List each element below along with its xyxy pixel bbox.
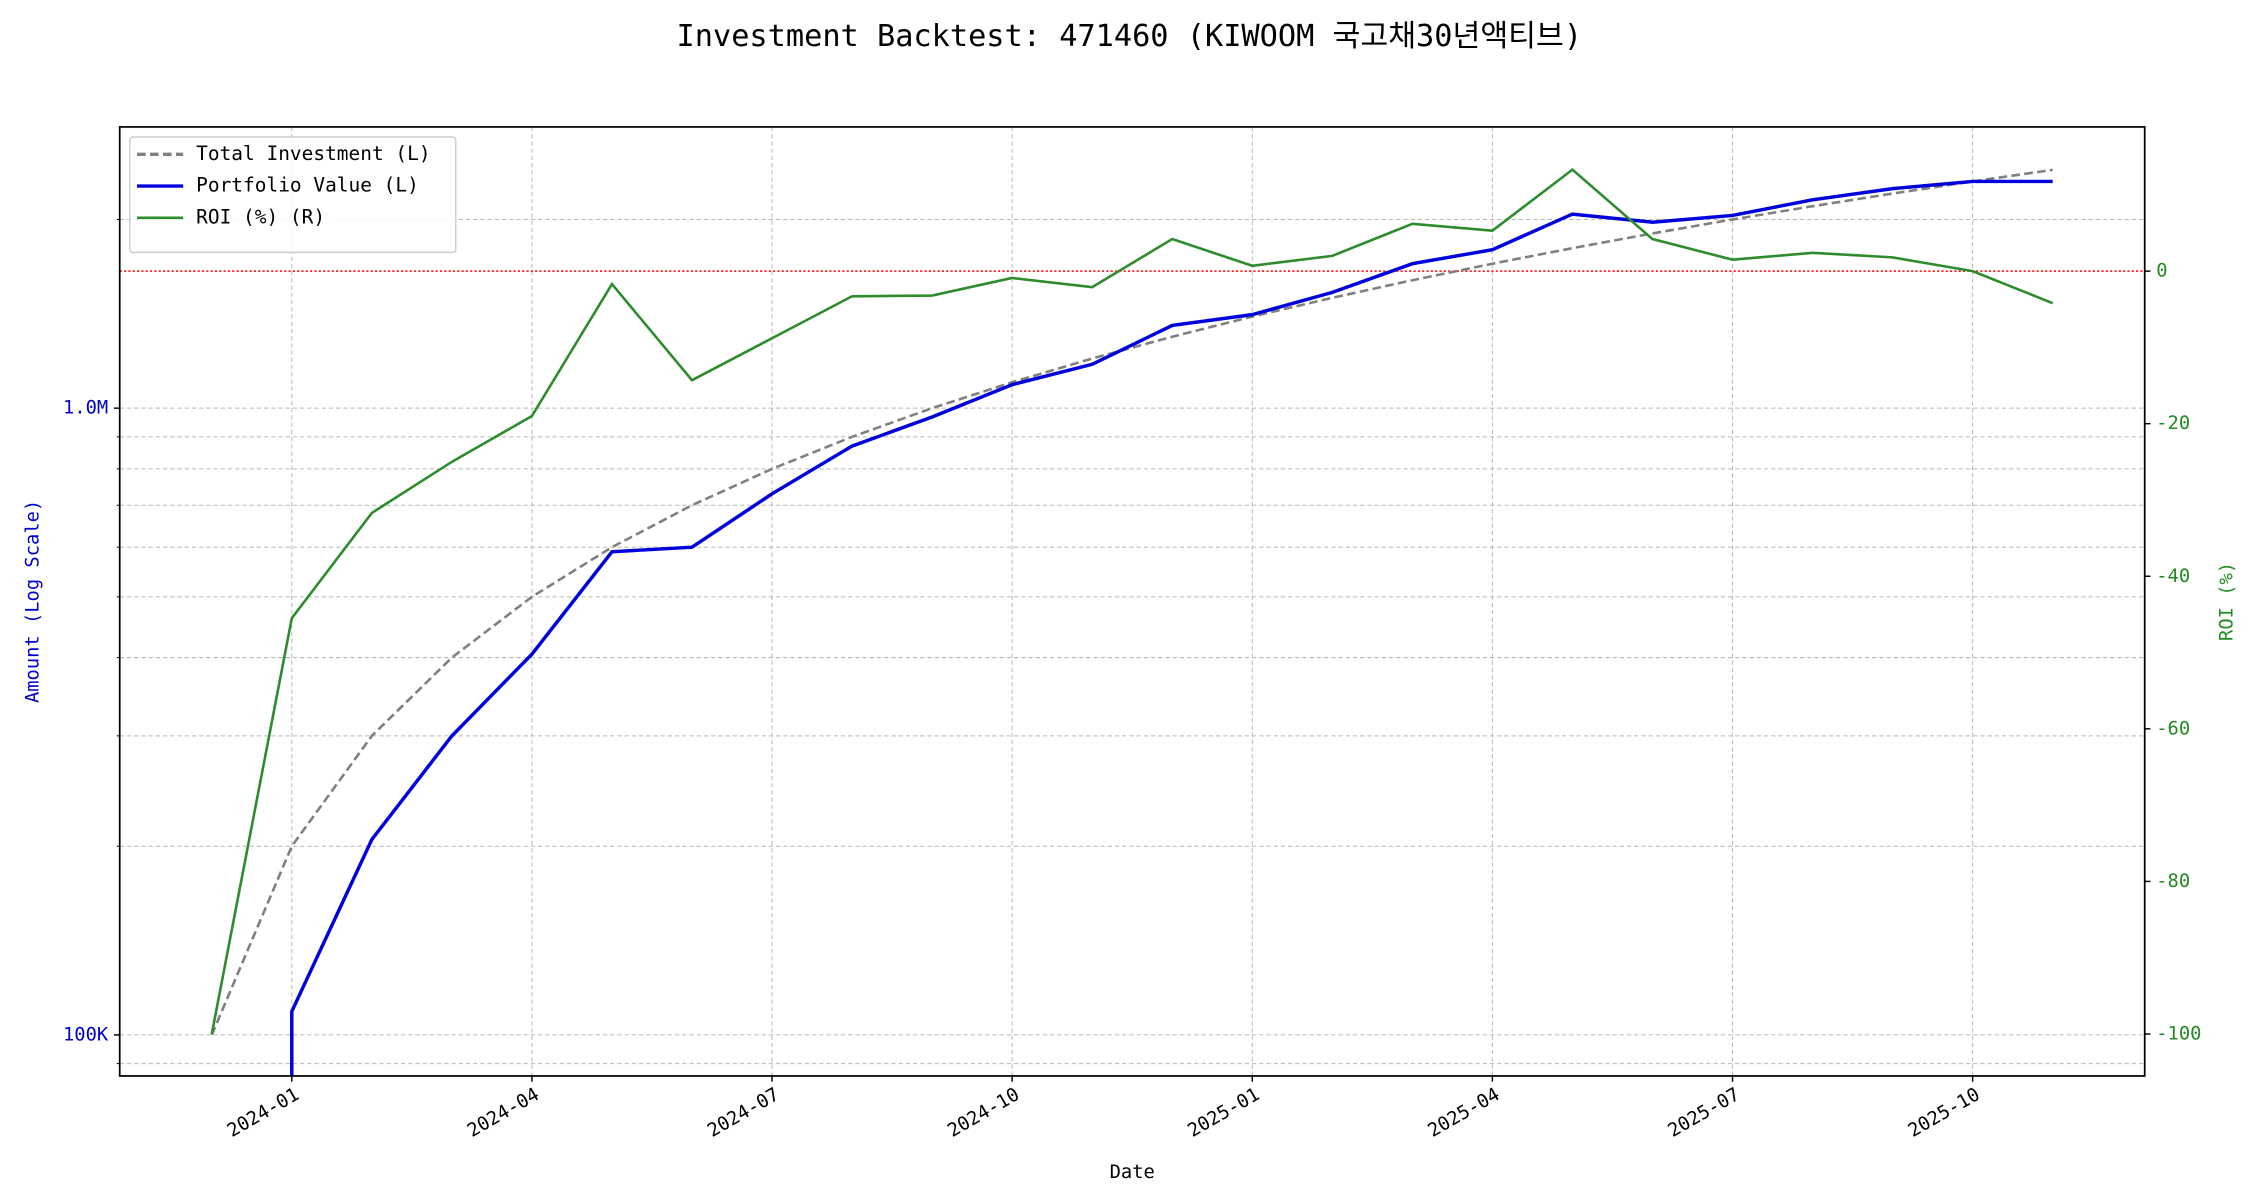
y2-tick-label: -60 — [2156, 718, 2190, 739]
series-line — [210, 168, 2053, 1036]
y2-tick-label: -20 — [2156, 413, 2190, 434]
series-line — [210, 167, 2054, 1035]
legend-label: Total Investment (L) — [196, 142, 430, 165]
legend-label: Portfolio Value (L) — [196, 174, 419, 197]
y2-tick-label: -100 — [2156, 1024, 2201, 1045]
chart-title: Investment Backtest: 471460 (KIWOOM 국고채3… — [677, 19, 1583, 54]
x-axis-label: Date — [1110, 1162, 1155, 1183]
series-line — [290, 179, 2053, 1076]
y2-tick-label: 0 — [2156, 261, 2167, 282]
legend-label: ROI (%) (R) — [196, 205, 325, 228]
legend-box — [129, 136, 457, 254]
y2-tick-label: -80 — [2156, 871, 2190, 892]
plot-area — [210, 167, 2054, 1076]
y-axis-label: Amount (Log Scale) — [23, 500, 44, 703]
y-tick-label: 100K — [63, 1024, 109, 1045]
y2-tick-label: -40 — [2156, 566, 2190, 587]
plot-frame — [118, 126, 2146, 1077]
y2-axis-label: ROI (%) — [2216, 562, 2237, 641]
y-tick-label: 1.0M — [63, 398, 108, 419]
